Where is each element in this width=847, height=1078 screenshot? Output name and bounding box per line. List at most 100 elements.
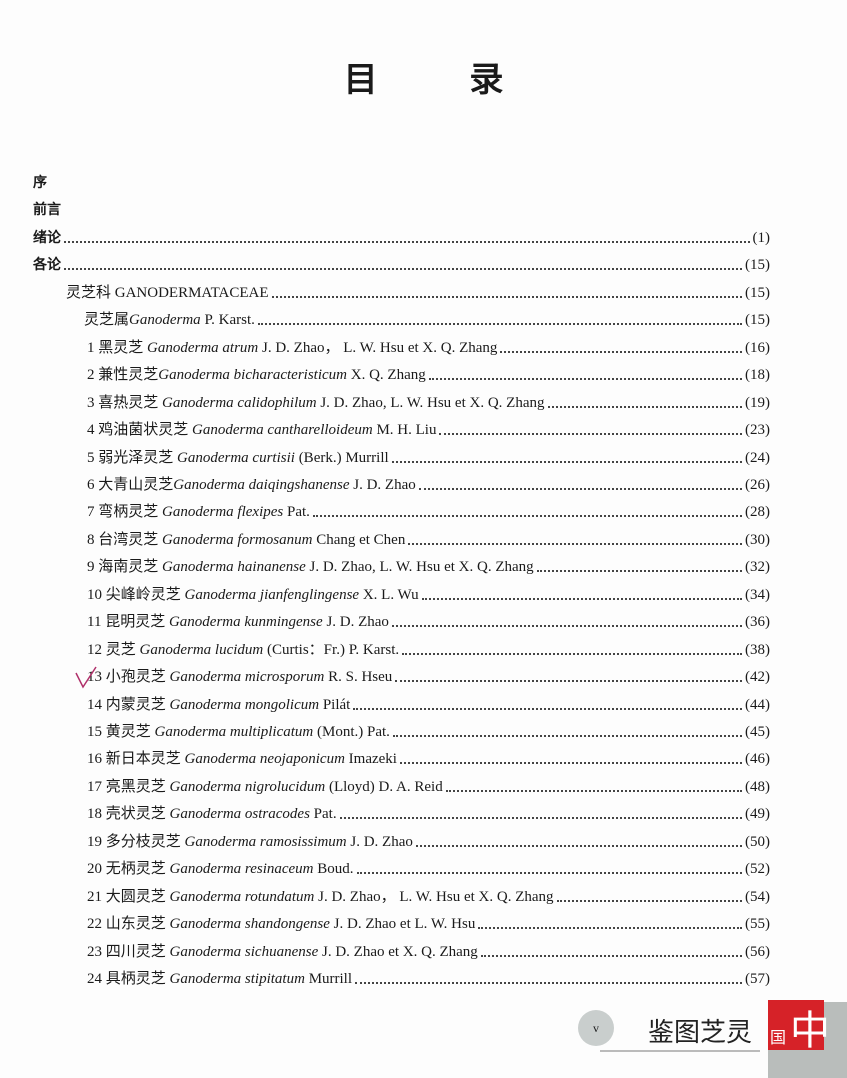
entry-author: (Berk.) Murrill [294, 449, 389, 466]
entry-chinese-name: 4 鸡油菌状灵芝 [87, 422, 193, 439]
entry-title: 各论 [33, 257, 61, 274]
entry-title: 1 黑灵芝 Ganoderma atrum J. D. Zhao， L. W. … [87, 337, 497, 359]
entry-author: (Curtis：Fr.) P. Karst. [263, 641, 400, 658]
entry-title: 序 [33, 175, 47, 191]
toc-entry[interactable]: 21 大圆灵芝 Ganoderma rotundatum J. D. Zhao，… [87, 886, 770, 908]
entry-author: (Mont.) Pat. [313, 724, 390, 740]
toc-entry[interactable]: 灵芝属Ganoderma P. Karst. (15) [84, 309, 770, 331]
dot-leader [418, 487, 742, 490]
entry-title: 4 鸡油菌状灵芝 Ganoderma cantharelloideum M. H… [87, 419, 436, 441]
entry-page: (24) [745, 449, 770, 466]
entry-author: J. D. Zhao， L. W. Hsu et X. Q. Zhang [314, 888, 554, 905]
dot-leader [480, 954, 742, 957]
entry-chinese-name: 18 壳状灵芝 [87, 806, 170, 823]
entry-chinese-name: 6 大青山灵芝 [87, 476, 174, 493]
entry-title: 灵芝科 GANODERMATACEAE [66, 282, 269, 304]
toc-entry[interactable]: 7 弯柄灵芝 Ganoderma flexipes Pat. (28) [87, 501, 770, 523]
entry-title: 16 新日本灵芝 Ganoderma neojaponicum Imazeki [87, 748, 397, 770]
entry-page: (15) [745, 257, 770, 274]
toc-entry[interactable]: 前言 [33, 199, 61, 221]
entry-title: 18 壳状灵芝 Ganoderma ostracodes Pat. [87, 803, 337, 825]
entry-title: 14 内蒙灵芝 Ganoderma mongolicum Pilát [87, 694, 350, 716]
toc-entry[interactable]: 23 四川灵芝 Ganoderma sichuanense J. D. Zhao… [87, 941, 770, 963]
entry-latin-name: Ganoderma formosanum [162, 531, 313, 548]
entry-chinese-name: 15 黄灵芝 [87, 724, 155, 740]
toc-entry[interactable]: 6 大青山灵芝Ganoderma daiqingshanense J. D. Z… [87, 474, 770, 496]
entry-author: Murrill [304, 971, 353, 988]
entry-title: 2 兼性灵芝Ganoderma bicharacteristicum X. Q.… [87, 364, 426, 386]
entry-latin-name: Ganoderma shandongense [169, 916, 330, 933]
toc-entry[interactable]: 8 台湾灵芝 Ganoderma formosanum Chang et Che… [87, 529, 770, 551]
entry-author: X. Q. Zhang [347, 367, 426, 384]
entry-author: J. D. Zhao, L. W. Hsu et X. Q. Zhang [305, 559, 534, 576]
entry-title: 24 具柄灵芝 Ganoderma stipitatum Murrill [87, 968, 352, 990]
dot-leader [356, 872, 742, 875]
toc-entry[interactable]: 4 鸡油菌状灵芝 Ganoderma cantharelloideum M. H… [87, 419, 770, 441]
dot-leader [395, 680, 742, 683]
page-number: v [578, 1010, 614, 1046]
toc-entry[interactable]: 绪论 (1) [33, 227, 770, 249]
toc-entry[interactable]: 5 弱光泽灵芝 Ganoderma curtisii (Berk.) Murri… [87, 447, 770, 469]
toc-entry[interactable]: 2 兼性灵芝Ganoderma bicharacteristicum X. Q.… [87, 364, 770, 386]
entry-latin-name: Ganoderma lucidum [139, 641, 264, 658]
entry-latin-name: Ganoderma hainanense [162, 559, 306, 576]
entry-chinese-name: 3 喜热灵芝 [87, 394, 163, 411]
entry-latin-name: Ganoderma cantharelloideum [192, 422, 373, 439]
dot-leader [445, 789, 742, 792]
entry-chinese-name: 1 黑灵芝 [87, 339, 148, 356]
toc-entry[interactable]: 19 多分枝灵芝 Ganoderma ramosissimum J. D. Zh… [87, 831, 770, 853]
entry-page: (15) [745, 284, 770, 301]
toc-entry[interactable]: 灵芝科 GANODERMATACEAE (15) [66, 282, 770, 304]
entry-page: (26) [745, 476, 770, 493]
entry-author: Pat. [283, 504, 310, 521]
toc-entry[interactable]: 3 喜热灵芝 Ganoderma calidophilum J. D. Zhao… [87, 392, 770, 414]
entry-page: (30) [745, 531, 770, 548]
toc-entry[interactable]: 22 山东灵芝 Ganoderma shandongense J. D. Zha… [87, 913, 770, 935]
toc-entry[interactable]: 14 内蒙灵芝 Ganoderma mongolicum Pilát (44) [87, 694, 770, 716]
toc-entry[interactable]: 1 黑灵芝 Ganoderma atrum J. D. Zhao， L. W. … [87, 337, 770, 359]
entry-latin-name: Ganoderma [129, 312, 201, 329]
dot-leader [408, 542, 742, 545]
entry-latin-name: Ganoderma bicharacteristicum [158, 367, 347, 384]
entry-latin-name: Ganoderma sichuanense [169, 943, 319, 960]
footer-rule [600, 1050, 760, 1052]
entry-title: 灵芝属Ganoderma P. Karst. [84, 309, 255, 331]
toc-entry[interactable]: 20 无柄灵芝 Ganoderma resinaceum Boud. (52) [87, 858, 770, 880]
toc-entry[interactable]: 16 新日本灵芝 Ganoderma neojaponicum Imazeki (… [87, 748, 770, 770]
toc-entry[interactable]: 9 海南灵芝 Ganoderma hainanense J. D. Zhao, … [87, 556, 770, 578]
dot-leader [392, 735, 742, 737]
entry-title: 10 尖峰岭灵芝 Ganoderma jianfenglingense X. L… [87, 584, 419, 606]
dot-leader [353, 707, 742, 710]
dot-leader [339, 817, 742, 820]
entry-author: Chang et Chen [312, 531, 406, 548]
entry-page: (15) [745, 312, 770, 329]
entry-chinese-name: 7 弯柄灵芝 [87, 504, 163, 521]
entry-title: 21 大圆灵芝 Ganoderma rotundatum J. D. Zhao，… [87, 886, 554, 908]
check-mark-icon [75, 666, 97, 689]
dot-leader [64, 240, 750, 243]
toc-entry[interactable]: 24 具柄灵芝 Ganoderma stipitatum Murrill (57) [87, 968, 770, 990]
entry-page: (1) [752, 229, 771, 246]
toc-entry[interactable]: 12 灵芝 Ganoderma lucidum (Curtis：Fr.) P. … [87, 639, 770, 661]
entry-page: (44) [745, 696, 770, 713]
entry-latin-name: Ganoderma mongolicum [169, 696, 320, 713]
toc-entry[interactable]: 15 黄灵芝 Ganoderma multiplicatum (Mont.) P… [87, 721, 770, 743]
toc-entry[interactable]: 各论 (15) [33, 254, 770, 276]
entry-author: (Lloyd) D. A. Reid [325, 778, 443, 795]
entry-author: J. D. Zhao [349, 476, 416, 493]
dot-leader [478, 927, 742, 930]
toc-entry[interactable]: 17 亮黑灵芝 Ganoderma nigrolucidum (Lloyd) D… [87, 776, 770, 798]
entry-page: (48) [745, 778, 770, 795]
entry-latin-name: Ganoderma nigrolucidum [169, 778, 326, 795]
entry-page: (42) [745, 669, 770, 686]
entry-latin-name: Ganoderma jianfenglingense [184, 586, 360, 603]
entry-title: 9 海南灵芝 Ganoderma hainanense J. D. Zhao, … [87, 556, 534, 578]
toc-entry[interactable]: 13 小孢灵芝 Ganoderma microsporum R. S. Hseu… [87, 666, 770, 688]
toc-entry[interactable]: 18 壳状灵芝 Ganoderma ostracodes Pat. (49) [87, 803, 770, 825]
toc-entry[interactable]: 序 [33, 172, 47, 194]
toc-entry[interactable]: 10 尖峰岭灵芝 Ganoderma jianfenglingense X. L… [87, 584, 770, 606]
entry-title: 23 四川灵芝 Ganoderma sichuanense J. D. Zhao… [87, 941, 478, 963]
toc-entry[interactable]: 11 昆明灵芝 Ganoderma kunmingense J. D. Zhao… [87, 611, 770, 633]
entry-title: 8 台湾灵芝 Ganoderma formosanum Chang et Che… [87, 529, 405, 551]
